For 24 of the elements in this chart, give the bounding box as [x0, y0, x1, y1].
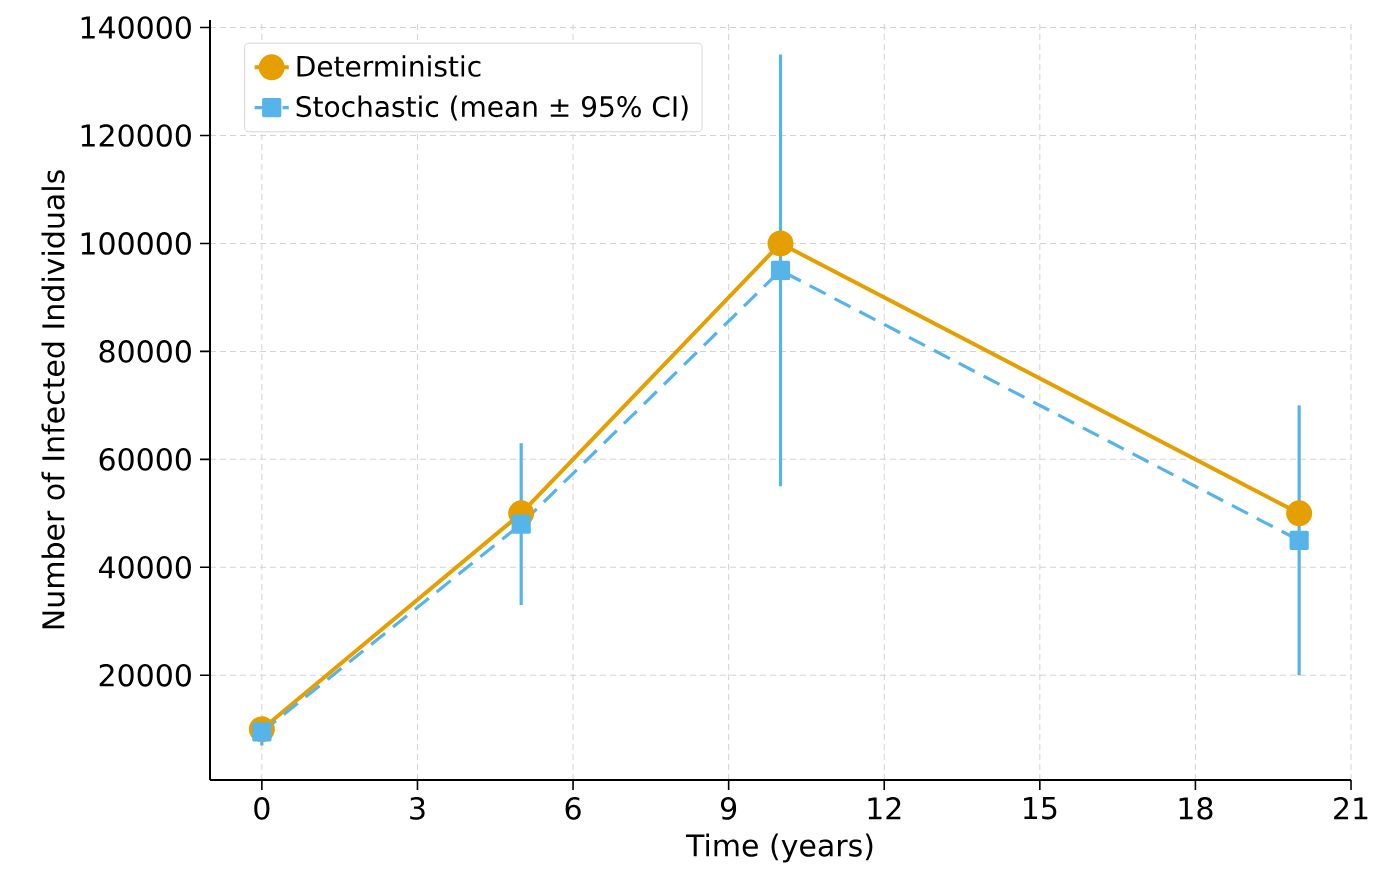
- x-tick-label: 0: [254, 797, 270, 820]
- x-tick-label: 21: [1334, 797, 1368, 820]
- point: [511, 514, 531, 534]
- y-tick-label: 120000: [81, 124, 191, 147]
- x-tick-label: 6: [565, 797, 581, 820]
- x-tick-label: 12: [868, 797, 901, 820]
- x-tick-label: 15: [1024, 797, 1057, 820]
- x-axis-title: Time (years): [685, 833, 873, 863]
- y-tick-label: 60000: [99, 448, 191, 471]
- point: [1286, 500, 1313, 527]
- legend-label: Deterministic: [297, 55, 481, 77]
- legend-label: Stochastic (mean ± 95% CI): [296, 95, 688, 121]
- x-tick-label: 18: [1179, 797, 1213, 820]
- y-tick-label: 80000: [99, 340, 191, 363]
- point: [770, 260, 791, 281]
- y-tick-label: 40000: [98, 555, 191, 579]
- y-tick-label: 140000: [81, 16, 191, 39]
- x-tick-label: 3: [410, 797, 425, 820]
- point: [1289, 530, 1309, 550]
- point: [767, 230, 794, 257]
- x-tick-label: 9: [720, 797, 737, 820]
- y-tick-label: 100000: [81, 232, 191, 255]
- y-tick-label: 20000: [99, 663, 191, 687]
- y-axis-title: Number of Infected Individuals: [41, 170, 65, 629]
